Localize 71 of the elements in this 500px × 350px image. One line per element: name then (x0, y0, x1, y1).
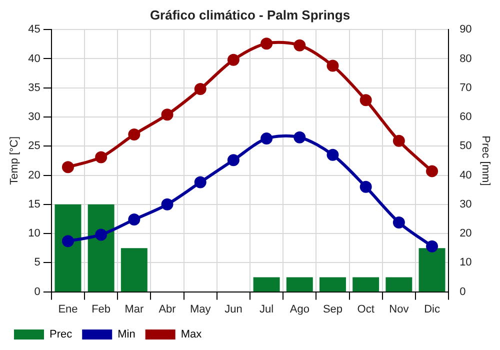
x-tick-label: Oct (357, 303, 374, 316)
bar (253, 277, 280, 292)
point (161, 198, 174, 210)
y-tick-label: 0 (34, 286, 40, 298)
y2-tick-label: 20 (460, 228, 472, 240)
bar (54, 204, 82, 292)
point (294, 39, 306, 52)
point (62, 161, 74, 174)
y2-tick-label: 40 (460, 169, 472, 182)
bar (88, 204, 114, 292)
legend-label: Min (118, 328, 136, 341)
y-tick-label: 5 (34, 256, 40, 269)
x-tick-label: Mar (124, 303, 144, 316)
point (326, 60, 339, 72)
point (194, 83, 206, 96)
point (62, 235, 74, 248)
point (95, 151, 108, 164)
x-tick-label: Nov (389, 303, 410, 316)
point (227, 54, 240, 66)
legend-label: Prec (50, 328, 73, 341)
point (260, 38, 273, 50)
x-tick-label: Ene (58, 303, 78, 316)
y2-tick-label: 90 (460, 24, 472, 36)
point (392, 134, 405, 147)
bar (286, 277, 313, 292)
y2-tick-label: 0 (460, 286, 466, 298)
y2-tick-label: 70 (460, 82, 472, 94)
point (360, 180, 372, 193)
x-tick-label: Dic (424, 303, 440, 316)
point (128, 214, 140, 226)
y-tick-label: 25 (28, 140, 40, 152)
x-tick-label: Ago (290, 303, 310, 316)
bar (352, 277, 380, 292)
x-tick-label: May (190, 303, 212, 316)
y2-tick-label: 30 (460, 198, 472, 210)
point (294, 131, 306, 144)
legend-label: Max (180, 328, 202, 341)
y-tick-label: 10 (28, 228, 40, 240)
chart-title: Gráfico climático - Palm Springs (150, 7, 350, 22)
y-tick-label: 45 (28, 24, 40, 36)
y-tick-label: 15 (28, 198, 40, 210)
x-tick-label: Jun (224, 303, 242, 316)
y-tick-label: 35 (28, 82, 40, 94)
point (95, 228, 108, 241)
y-tick-label: 20 (28, 169, 40, 182)
bar (120, 248, 148, 292)
point (161, 108, 174, 121)
y-axis-title: Temp [°C] (8, 136, 21, 185)
bar (418, 248, 446, 292)
bar (320, 277, 346, 292)
y-tick-label: 40 (28, 52, 40, 65)
point (260, 132, 273, 145)
y2-tick-label: 10 (460, 256, 472, 269)
y2-tick-label: 80 (460, 52, 472, 65)
x-tick-label: Abr (158, 303, 176, 316)
bar (386, 277, 412, 292)
x-tick-label: Sep (322, 303, 343, 316)
x-tick-label: Feb (92, 303, 111, 316)
y2-tick-label: 50 (460, 140, 472, 152)
point (360, 94, 372, 106)
point (426, 240, 438, 252)
point (194, 176, 206, 188)
y2-tick-label: 60 (460, 111, 472, 124)
y2-axis-title: Prec [mm] (479, 136, 492, 186)
x-tick-label: Jul (260, 303, 274, 316)
point (392, 216, 405, 228)
point (326, 148, 339, 161)
y-tick-label: 30 (28, 111, 40, 124)
point (426, 165, 438, 178)
point (128, 128, 140, 140)
point (227, 154, 240, 166)
